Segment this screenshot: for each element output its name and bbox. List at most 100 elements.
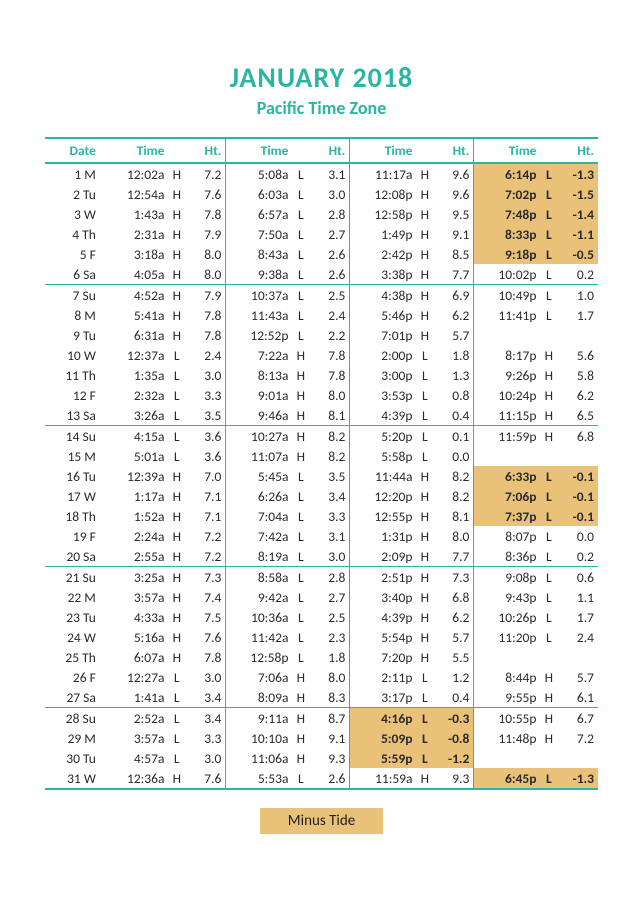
tide-height: 5.7 [435, 627, 474, 647]
tide-height: 3.3 [187, 385, 226, 405]
date-cell: 9 Tu [45, 325, 102, 345]
tide-time: 3:17p [350, 687, 415, 708]
tide-time: 5:01a [102, 446, 167, 466]
tide-time: 7:04a [226, 506, 291, 526]
tide-time: 2:42p [350, 244, 415, 264]
tide-hl: L [290, 466, 311, 486]
tide-time: 4:52a [102, 285, 167, 306]
tide-height: 7.7 [435, 264, 474, 285]
table-row: 22 M3:57aH7.49:42aL2.73:40pH6.89:43pL1.1 [45, 587, 598, 607]
tide-time: 9:26p [474, 365, 539, 385]
tide-time [474, 446, 539, 466]
date-cell: 15 M [45, 446, 102, 466]
tide-hl: H [166, 244, 187, 264]
tide-hl: L [414, 728, 435, 748]
tide-hl: L [538, 627, 559, 647]
date-cell: 5 F [45, 244, 102, 264]
tide-time: 2:52a [102, 708, 167, 729]
tide-hl: L [538, 285, 559, 306]
tide-time: 3:57a [102, 587, 167, 607]
tide-time: 7:22a [226, 345, 291, 365]
tide-hl: H [166, 285, 187, 306]
date-cell: 3 W [45, 204, 102, 224]
tide-hl: L [414, 426, 435, 447]
tide-hl: L [538, 163, 559, 184]
tide-hl: H [166, 567, 187, 588]
tide-hl: H [538, 385, 559, 405]
tide-hl: L [538, 587, 559, 607]
tide-height: 1.2 [435, 667, 474, 687]
tide-time: 3:26a [102, 405, 167, 426]
tide-height: 2.2 [311, 325, 350, 345]
tide-time: 11:42a [226, 627, 291, 647]
tide-hl: H [166, 264, 187, 285]
tide-hl: H [166, 305, 187, 325]
tide-time: 12:08p [350, 184, 415, 204]
date-cell: 19 F [45, 526, 102, 546]
tide-time [474, 325, 539, 345]
tide-hl: H [414, 466, 435, 486]
tide-hl: L [166, 687, 187, 708]
tide-hl: L [290, 607, 311, 627]
tide-hl: L [290, 627, 311, 647]
tide-height: 2.4 [559, 627, 598, 647]
tide-hl: H [538, 405, 559, 426]
tide-time: 9:42a [226, 587, 291, 607]
tide-hl: H [290, 385, 311, 405]
tide-time: 9:38a [226, 264, 291, 285]
tide-hl: L [290, 567, 311, 588]
tide-hl: H [290, 667, 311, 687]
tide-height: 7.2 [187, 526, 226, 546]
tide-height: 6.9 [435, 285, 474, 306]
tide-hl: L [538, 486, 559, 506]
tide-time: 4:57a [102, 748, 167, 768]
tide-hl: L [538, 305, 559, 325]
tide-height: 3.4 [311, 486, 350, 506]
tide-time: 1:35a [102, 365, 167, 385]
tide-hl: H [414, 607, 435, 627]
tide-hl: H [414, 768, 435, 789]
tide-time: 7:01p [350, 325, 415, 345]
tide-time: 8:19a [226, 546, 291, 567]
tide-height: 1.1 [559, 587, 598, 607]
tide-hl: L [538, 506, 559, 526]
tide-hl: H [538, 667, 559, 687]
table-header: DateTimeHt.TimeHt.TimeHt.TimeHt. [45, 138, 598, 163]
tide-hl: H [538, 708, 559, 729]
tide-height: 8.0 [311, 667, 350, 687]
table-row: 16 Tu12:39aH7.05:45aL3.511:44aH8.26:33pL… [45, 466, 598, 486]
minus-tide-legend: Minus Tide [260, 808, 383, 834]
tide-time: 6:26a [226, 486, 291, 506]
tide-hl: L [290, 285, 311, 306]
tide-hl: L [538, 466, 559, 486]
table-row: 2 Tu12:54aH7.66:03aL3.012:08pH9.67:02pL-… [45, 184, 598, 204]
table-row: 9 Tu6:31aH7.812:52pL2.27:01pH5.7 [45, 325, 598, 345]
date-cell: 12 F [45, 385, 102, 405]
tide-height: 3.5 [187, 405, 226, 426]
tide-time: 11:07a [226, 446, 291, 466]
tide-time: 3:18a [102, 244, 167, 264]
tide-time: 3:25a [102, 567, 167, 588]
tide-hl: L [290, 184, 311, 204]
col-header: Ht. [559, 138, 598, 163]
tide-height: 2.7 [311, 587, 350, 607]
tide-time: 6:33p [474, 466, 539, 486]
tide-height: 7.9 [187, 224, 226, 244]
tide-hl: L [290, 647, 311, 667]
tide-hl: L [166, 748, 187, 768]
tide-time: 6:03a [226, 184, 291, 204]
date-cell: 21 Su [45, 567, 102, 588]
tide-hl: L [290, 587, 311, 607]
tide-hl [538, 748, 559, 768]
tide-height: -0.1 [559, 466, 598, 486]
tide-hl: H [166, 768, 187, 789]
tide-time: 6:45p [474, 768, 539, 789]
tide-height: 3.1 [311, 526, 350, 546]
tide-height: 7.6 [187, 184, 226, 204]
tide-hl: L [166, 426, 187, 447]
tide-height: 6.2 [435, 305, 474, 325]
tide-hl: H [166, 325, 187, 345]
tide-height: 5.7 [559, 667, 598, 687]
tide-hl: H [538, 687, 559, 708]
tide-height: 6.5 [559, 405, 598, 426]
